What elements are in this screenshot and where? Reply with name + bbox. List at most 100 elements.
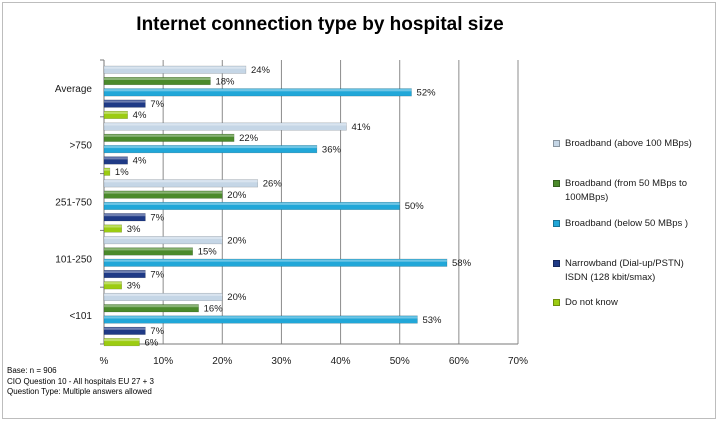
data-label: 20%	[227, 235, 247, 246]
bar-highlight	[104, 191, 223, 194]
chart-title: Internet connection type by hospital siz…	[136, 14, 504, 35]
category-label: 101-250	[55, 254, 92, 265]
legend-label: Broadband (from 50 MBps to 100MBps)	[565, 177, 715, 205]
bar	[103, 201, 400, 210]
data-label: 36%	[322, 144, 342, 155]
legend-label-line: Do not know	[565, 297, 618, 308]
legend-label-line: Broadband (above 100 MBps)	[565, 138, 692, 149]
bar-highlight	[104, 236, 223, 240]
footnote-question: CIO Question 10 - All hospitals EU 27 + …	[7, 376, 154, 386]
data-label: 7%	[150, 326, 164, 337]
legend-label-line: Broadband (below 50 MBps )	[565, 218, 689, 229]
bar	[103, 179, 259, 188]
x-tick-label: 30%	[271, 356, 291, 367]
x-tick-label: 50%	[390, 356, 410, 367]
bar-highlight	[104, 259, 448, 262]
data-label: 22%	[239, 133, 259, 144]
bar-highlight	[104, 157, 128, 160]
x-tick-label: 10%	[153, 356, 173, 367]
bar-highlight	[104, 145, 317, 149]
bar	[103, 270, 146, 279]
bar-highlight	[104, 248, 193, 251]
bar-highlight	[104, 134, 235, 137]
bar	[103, 281, 122, 290]
bar	[103, 224, 122, 233]
data-label: 52%	[417, 88, 437, 99]
data-label: 4%	[133, 110, 147, 121]
bar-highlight	[104, 327, 146, 330]
legend-item: Broadband (below 50 MBps )	[553, 217, 715, 231]
legend-item: Broadband (from 50 MBps to 100MBps)	[553, 177, 715, 205]
footnote-question-type: Question Type: Multiple answers allowed	[7, 387, 152, 396]
legend-item: Do not know	[553, 296, 715, 310]
footnote: Base: n = 906 CIO Question 10 - All hosp…	[7, 366, 154, 398]
bar	[103, 145, 318, 154]
legend-swatch	[553, 299, 560, 306]
legend-label: Narrowband (Dial-up/PSTN) ISDN (128 kbit/…	[565, 257, 715, 285]
bar-highlight	[104, 66, 246, 69]
bar-highlight	[104, 202, 400, 205]
data-label: 20%	[227, 292, 247, 303]
category-label: <101	[69, 311, 92, 322]
bar-highlight	[104, 316, 418, 319]
bar-highlight	[104, 214, 146, 217]
bar	[103, 247, 193, 256]
category-label: 251-750	[55, 198, 92, 209]
bar	[103, 236, 223, 245]
bar	[103, 133, 235, 142]
x-tick-label: 70%	[508, 356, 528, 367]
legend-label-line: Broadband (from 50 MBps to	[565, 178, 687, 189]
data-label: 50%	[405, 201, 425, 212]
data-label: 18%	[215, 76, 235, 87]
data-label: 15%	[198, 247, 218, 258]
bar	[103, 190, 223, 199]
bar-highlight	[104, 282, 122, 285]
bar-highlight	[104, 111, 128, 114]
data-label: 26%	[263, 179, 283, 190]
bar	[103, 122, 347, 131]
legend-item: Narrowband (Dial-up/PSTN) ISDN (128 kbit/…	[553, 257, 715, 285]
data-label: 53%	[422, 315, 442, 326]
legend-item: Broadband (above 100 MBps)	[553, 137, 715, 151]
category-label: >750	[69, 141, 92, 152]
bar	[103, 258, 448, 267]
bar-highlight	[104, 338, 140, 342]
legend-swatch	[553, 180, 560, 187]
data-label: 4%	[133, 156, 147, 167]
bar-highlight	[104, 100, 146, 103]
bar-highlight	[104, 305, 199, 308]
bar	[103, 292, 223, 301]
data-label: 7%	[150, 99, 164, 110]
data-label: 6%	[144, 337, 158, 348]
x-tick-label: 60%	[449, 356, 469, 367]
legend-label-line: 100MBps)	[565, 192, 609, 203]
bar	[103, 77, 211, 86]
legend-label: Do not know	[565, 296, 715, 310]
bar	[103, 326, 146, 335]
legend-swatch	[553, 220, 560, 227]
legend-swatch	[553, 140, 560, 147]
legend-label: Broadband (above 100 MBps)	[565, 137, 715, 151]
bar	[103, 88, 412, 97]
x-tick-label: 20%	[212, 356, 232, 367]
footnote-base: Base: n = 906	[7, 366, 57, 375]
data-label: 20%	[227, 190, 247, 201]
bar-highlight	[104, 123, 347, 126]
legend-label: Broadband (below 50 MBps )	[565, 217, 715, 231]
bar	[103, 304, 199, 313]
bar-highlight	[104, 77, 211, 80]
bar	[103, 65, 247, 74]
bar-highlight	[104, 293, 223, 296]
data-label: 58%	[452, 258, 472, 269]
data-label: 7%	[150, 213, 164, 224]
bar	[103, 167, 111, 176]
bar	[103, 156, 128, 165]
bar-highlight	[104, 89, 412, 92]
data-label: 3%	[127, 224, 141, 235]
bar	[103, 99, 146, 108]
legend-label-line: ISDN (128 kbit/smax)	[565, 272, 656, 283]
bar	[103, 338, 140, 347]
x-tick-label: %	[100, 356, 109, 367]
legend-swatch	[553, 260, 560, 267]
